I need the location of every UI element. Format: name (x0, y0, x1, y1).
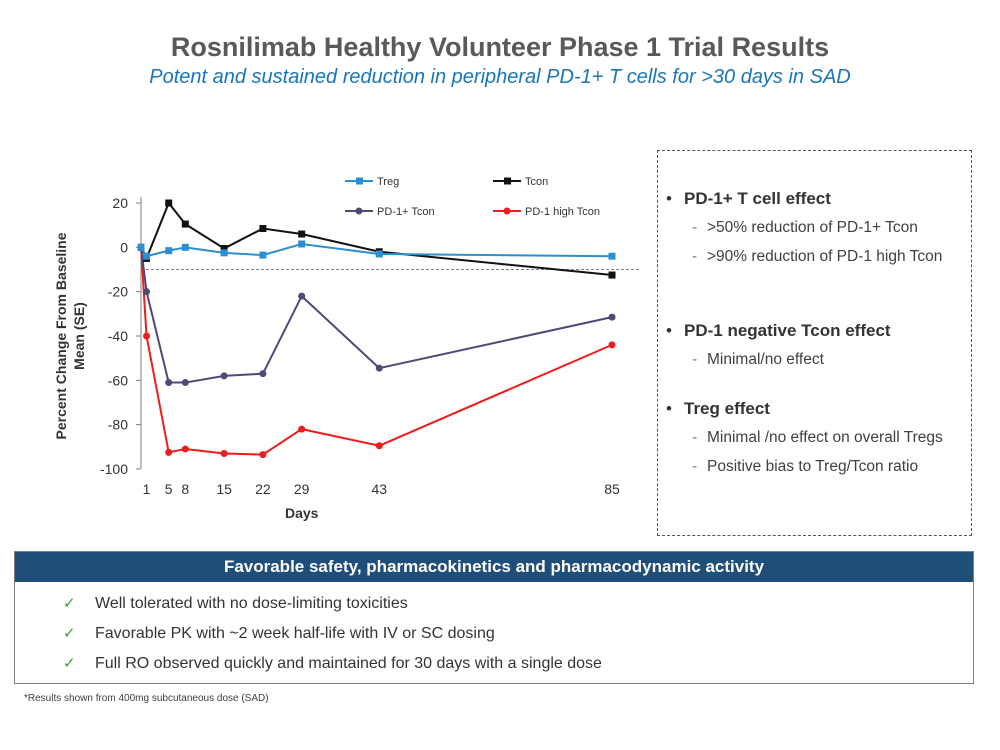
legend-marker (356, 177, 363, 185)
summary-heading: Favorable safety, pharmacokinetics and p… (15, 552, 973, 582)
summary-item-text: Favorable PK with ~2 week half-life with… (95, 625, 495, 642)
data-point (259, 451, 267, 459)
x-axis-label: Days (285, 505, 319, 521)
summary-item-text: Well tolerated with no dose-limiting tox… (95, 595, 408, 612)
section-item: >50% reduction of PD-1+ Tcon (658, 217, 968, 238)
y-tick-label: 0 (120, 239, 128, 255)
data-point (608, 313, 616, 321)
section-heading: PD-1+ T cell effect (658, 189, 968, 209)
y-axis-label: Mean (SE) (71, 302, 87, 370)
data-point (165, 448, 173, 456)
section-pd1-negative: PD-1 negative Tcon effect Minimal/no eff… (658, 321, 968, 370)
data-point (165, 247, 173, 255)
summary-item-text: Full RO observed quickly and maintained … (95, 655, 602, 672)
data-point (143, 288, 151, 296)
data-point (298, 230, 306, 238)
data-point (220, 449, 228, 457)
y-tick-label: -20 (108, 284, 128, 300)
data-point (375, 250, 383, 258)
section-item: >90% reduction of PD-1 high Tcon (658, 246, 968, 267)
y-tick-label: -80 (108, 417, 128, 433)
data-point (298, 425, 306, 433)
section-heading: PD-1 negative Tcon effect (658, 321, 968, 341)
data-point (143, 252, 151, 260)
data-point (181, 445, 189, 453)
y-tick-label: -60 (108, 372, 128, 388)
section-heading: Treg effect (658, 399, 968, 419)
data-point (608, 252, 616, 260)
data-point (181, 220, 189, 228)
data-point (143, 332, 151, 340)
x-tick-label: 5 (165, 481, 173, 497)
data-point (220, 244, 228, 252)
legend-marker (355, 207, 363, 215)
data-point (181, 243, 189, 251)
data-point (375, 364, 383, 372)
legend-label: Tcon (525, 176, 548, 188)
legend-label: Treg (377, 176, 399, 188)
data-point (298, 292, 306, 300)
series-line-pd-1-high-tcon (140, 247, 613, 456)
data-point (181, 379, 189, 387)
y-axis-label: Percent Change From Baseline (53, 232, 69, 439)
x-tick-label: 15 (216, 481, 232, 497)
x-tick-label: 85 (604, 481, 620, 497)
summary-item: ✓ Well tolerated with no dose-limiting t… (15, 589, 973, 619)
data-point (165, 379, 173, 387)
checkmark-icon: ✓ (63, 625, 76, 642)
checkmark-icon: ✓ (63, 595, 76, 612)
footnote: *Results shown from 400mg subcutaneous d… (24, 693, 269, 704)
section-pd1-t-cell: PD-1+ T cell effect >50% reduction of PD… (658, 189, 968, 267)
legend-marker (504, 177, 511, 185)
data-point (608, 271, 616, 279)
data-point (259, 224, 267, 232)
summary-item: ✓ Full RO observed quickly and maintaine… (15, 649, 973, 679)
y-tick-label: -100 (100, 461, 128, 477)
legend-label: PD-1+ Tcon (377, 206, 435, 218)
data-point (220, 372, 228, 380)
checkmark-icon: ✓ (63, 655, 76, 672)
x-tick-label: 29 (294, 481, 310, 497)
legend-label: PD-1 high Tcon (525, 206, 600, 218)
section-item: Minimal /no effect on overall Tregs (658, 427, 968, 448)
x-tick-label: 8 (181, 481, 189, 497)
effects-summary-box: PD-1+ T cell effect >50% reduction of PD… (657, 150, 972, 536)
page-title: Rosnilimab Healthy Volunteer Phase 1 Tri… (170, 32, 830, 62)
section-item: Minimal/no effect (658, 349, 968, 370)
page-subtitle: Potent and sustained reduction in periph… (149, 66, 851, 88)
data-point (165, 199, 173, 207)
data-point (608, 341, 616, 349)
y-tick-label: 20 (112, 195, 128, 211)
data-point (259, 370, 267, 378)
legend-marker (503, 207, 511, 215)
y-tick-label: -40 (108, 328, 128, 344)
x-tick-label: 22 (255, 481, 271, 497)
summary-panel: Favorable safety, pharmacokinetics and p… (14, 551, 974, 684)
data-point (298, 240, 306, 248)
x-tick-label: 1 (143, 481, 151, 497)
section-item: Positive bias to Treg/Tcon ratio (658, 456, 968, 477)
section-treg: Treg effect Minimal /no effect on overal… (658, 399, 968, 477)
data-point (137, 243, 145, 251)
data-point (375, 442, 383, 450)
data-point (259, 251, 267, 259)
summary-item: ✓ Favorable PK with ~2 week half-life wi… (15, 619, 973, 649)
data-point (220, 249, 228, 257)
x-tick-label: 43 (371, 481, 387, 497)
